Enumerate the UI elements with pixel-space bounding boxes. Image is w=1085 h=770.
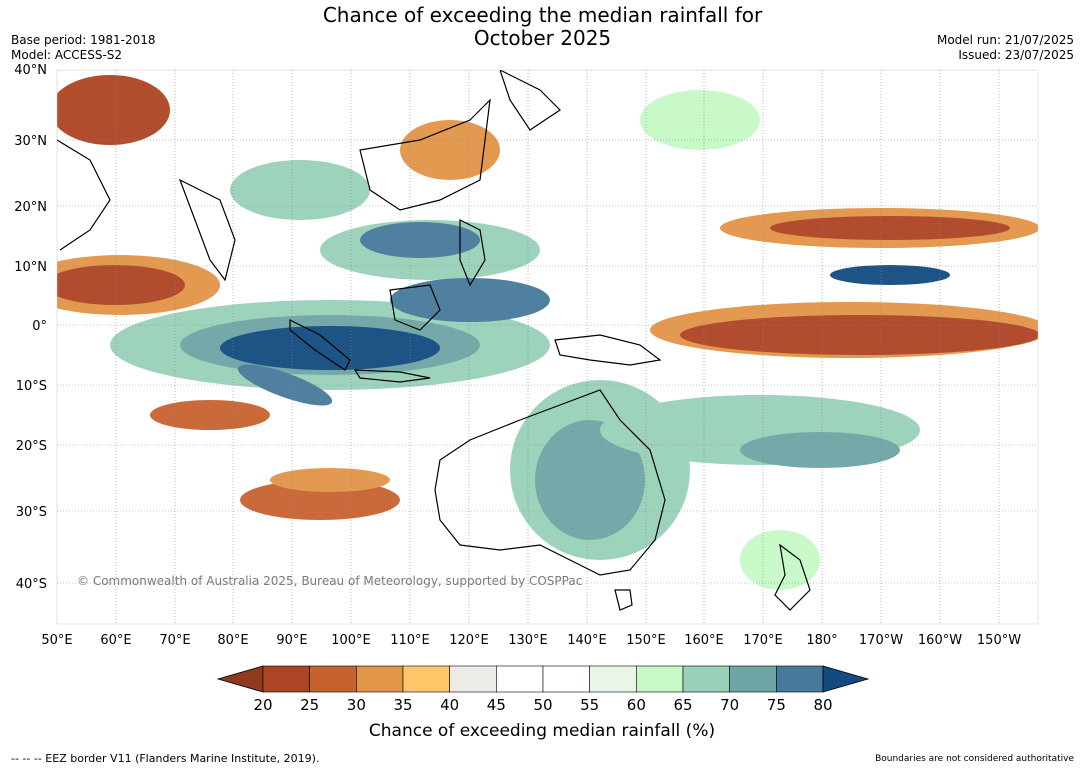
coastlines — [57, 70, 811, 611]
map-frame — [56, 69, 1039, 625]
colorbar-tick-label: 45 — [487, 696, 506, 714]
base-period: Base period: 1981-2018 — [11, 33, 156, 47]
latitude-labels: 40°N 30°N 20°N 10°N 0° 10°S 20°S 30°S 40… — [14, 63, 47, 592]
lon-label: 150°E — [626, 633, 666, 648]
colorbar-tick-label: 55 — [580, 696, 599, 714]
lat-label: 40°S — [16, 577, 47, 592]
colorbar-segment — [356, 665, 404, 693]
lon-label: 180° — [806, 633, 837, 648]
australia-coast — [434, 389, 666, 576]
colorbar-tick-label: 30 — [347, 696, 366, 714]
colorbar-segment — [682, 665, 730, 693]
tasmania-coast — [614, 589, 633, 611]
colorbar-tick-label: 50 — [533, 696, 552, 714]
lat-label: 10°N — [14, 260, 47, 275]
arabia-coast — [57, 139, 111, 251]
lat-label: 0° — [32, 319, 47, 334]
graticule — [57, 70, 1038, 624]
lat-label: 30°S — [16, 505, 47, 520]
lon-label: 160°W — [918, 633, 962, 648]
colorbar-tick-label: 35 — [393, 696, 412, 714]
india-coast — [178, 178, 236, 282]
title-line-2: October 2025 — [473, 26, 612, 50]
colorbar-segment — [636, 665, 684, 693]
china-coast — [359, 98, 491, 211]
lon-label: 60°E — [100, 633, 131, 648]
copyright-notice: © Commonwealth of Australia 2025, Bureau… — [77, 574, 583, 588]
eez-legend-note: -- -- -- EEZ border V11 (Flanders Marine… — [11, 752, 320, 765]
colorbar-tick-label: 25 — [300, 696, 319, 714]
issued-date: Issued: 23/07/2025 — [958, 48, 1074, 62]
longitude-labels: 50°E 60°E 70°E 80°E 90°E 100°E 110°E 120… — [41, 633, 1021, 648]
lat-label: 20°N — [14, 200, 47, 215]
lon-label: 160°E — [684, 633, 724, 648]
lon-label: 170°W — [859, 633, 903, 648]
meta-left: Base period: 1981-2018 Model: ACCESS-S2 — [11, 33, 156, 63]
colorbar-tick-label: 60 — [627, 696, 646, 714]
colorbar-segment — [262, 665, 310, 693]
boundary-disclaimer: Boundaries are not considered authoritat… — [875, 754, 1074, 764]
model-run: Model run: 21/07/2025 — [936, 33, 1074, 47]
colorbar-tick-label: 75 — [767, 696, 786, 714]
lon-label: 80°E — [217, 633, 248, 648]
lon-label: 100°E — [331, 633, 371, 648]
colorbar-tick-label: 65 — [673, 696, 692, 714]
lat-label: 20°S — [16, 439, 47, 454]
lon-label: 90°E — [276, 633, 307, 648]
lon-label: 110°E — [390, 633, 430, 648]
colorbar: 20 25 30 35 40 45 50 55 60 65 70 75 80 — [216, 665, 870, 714]
map-area — [56, 69, 1039, 625]
colorbar-segment — [589, 665, 637, 693]
java-coast — [353, 369, 431, 383]
colorbar-extend-low — [216, 665, 264, 693]
colorbar-segment — [542, 665, 590, 693]
new-zealand-coast — [774, 543, 811, 611]
lat-label: 10°S — [16, 379, 47, 394]
colorbar-segment — [729, 665, 777, 693]
colorbar-segment — [496, 665, 544, 693]
lon-label: 130°E — [508, 633, 548, 648]
lon-label: 140°E — [567, 633, 607, 648]
meta-right: Model run: 21/07/2025 Issued: 23/07/2025 — [937, 33, 1074, 63]
colorbar-segment — [402, 665, 450, 693]
borneo-coast — [389, 284, 441, 331]
colorbar-segment — [309, 665, 357, 693]
probability-field — [57, 75, 1038, 590]
colorbar-tick-label: 80 — [813, 696, 832, 714]
colorbar-segment — [449, 665, 497, 693]
model-name: Model: ACCESS-S2 — [11, 48, 123, 62]
lon-label: 50°E — [41, 633, 72, 648]
lon-label: 150°W — [977, 633, 1021, 648]
colorbar-tick-label: 40 — [440, 696, 459, 714]
title-line-1: Chance of exceeding the median rainfall … — [322, 3, 763, 27]
colorbar-tick-label: 70 — [720, 696, 739, 714]
lon-label: 120°E — [449, 633, 489, 648]
colorbar-label: Chance of exceeding median rainfall (%) — [369, 721, 715, 741]
japan-korea-coast — [499, 70, 561, 131]
new-guinea-coast — [554, 334, 662, 366]
lat-label: 30°N — [14, 134, 47, 149]
lon-label: 70°E — [159, 633, 190, 648]
philippines-coast — [459, 219, 486, 287]
colorbar-tick-label: 20 — [253, 696, 272, 714]
colorbar-extend-high — [822, 665, 870, 693]
map-title: Chance of exceeding the median rainfall … — [0, 4, 1085, 50]
lon-label: 170°E — [743, 633, 783, 648]
lat-label: 40°N — [14, 63, 47, 78]
sumatra-coast — [289, 319, 351, 371]
colorbar-segment — [776, 665, 824, 693]
